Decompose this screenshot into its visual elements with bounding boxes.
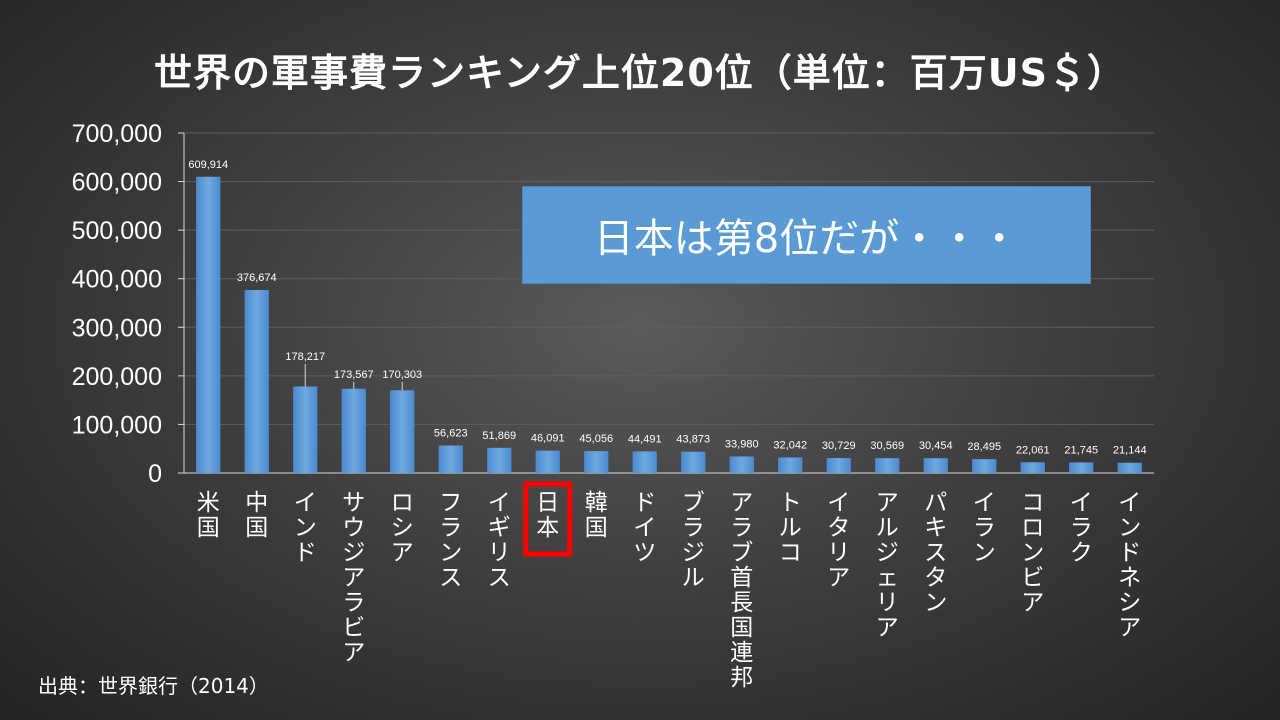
bar: [1020, 462, 1045, 473]
data-label: 45,056: [579, 433, 613, 445]
x-category-label: インドネシア: [1118, 490, 1141, 641]
x-category-label: イギリス: [488, 490, 511, 591]
x-category-label: イタリア: [827, 490, 850, 591]
data-label: 33,980: [725, 438, 759, 450]
x-category-label: 米国: [197, 490, 220, 541]
bar: [875, 458, 900, 473]
bar: [584, 451, 609, 473]
data-label: 21,745: [1064, 444, 1098, 456]
bar: [293, 386, 318, 473]
x-category-label: フランス: [439, 490, 462, 591]
bars: [196, 176, 1142, 474]
x-category-label: サウジアラビア: [342, 490, 365, 666]
data-label: 173,567: [334, 369, 374, 381]
y-tick-label: 500,000: [72, 217, 162, 245]
bar: [390, 390, 415, 473]
x-category-label: パキスタン: [924, 490, 947, 616]
data-label: 46,091: [531, 433, 565, 445]
chart-title: 世界の軍事費ランキング上位20位（単位：百万US＄）: [154, 51, 1126, 95]
bar: [826, 458, 851, 473]
callout-box: 日本は第8位だが・・・: [522, 186, 1091, 284]
source-note: 出典：世界銀行（2014）: [38, 674, 269, 698]
x-category-label: 韓国: [585, 490, 608, 541]
y-tick-label: 200,000: [72, 363, 162, 391]
x-category-label: アルジェリア: [876, 490, 899, 641]
bar: [778, 457, 803, 473]
data-label: 56,623: [434, 427, 468, 439]
x-category-label: イラク: [1070, 490, 1093, 566]
y-axis: 0 100,000 200,000 300,000 400,000 500,000 600,…: [72, 120, 1154, 488]
x-category-label: ドイツ: [633, 490, 656, 566]
x-category-label: トルコ: [779, 490, 802, 566]
bar: [487, 447, 512, 473]
data-label: 30,569: [870, 440, 904, 452]
data-label: 30,729: [822, 440, 856, 452]
data-label: 376,674: [237, 272, 277, 284]
data-label: 21,144: [1113, 445, 1147, 457]
data-label: 30,454: [919, 440, 953, 452]
y-tick-label: 100,000: [72, 411, 162, 439]
data-label: 609,914: [188, 159, 228, 171]
bar: [632, 451, 657, 473]
x-category-label: ブラジル: [682, 490, 705, 591]
data-label: 44,491: [628, 433, 662, 445]
x-category-label: アラブ首長国連邦: [730, 490, 753, 691]
bar: [535, 450, 560, 473]
data-label: 43,873: [676, 434, 710, 446]
x-category-label: ロシア: [391, 490, 414, 566]
bar: [1069, 462, 1094, 473]
y-tick-label: 600,000: [72, 169, 162, 197]
bar: [244, 290, 269, 473]
bar: [341, 388, 366, 473]
highlight-box: [523, 481, 573, 557]
x-category-label: 日本: [536, 490, 559, 541]
x-category-label: イラン: [973, 490, 996, 566]
data-label: 28,495: [967, 441, 1001, 453]
x-category-label: 中国: [245, 490, 268, 541]
y-tick-label: 0: [148, 460, 162, 488]
bar: [1117, 462, 1142, 473]
bar: [196, 176, 221, 474]
y-tick-label: 400,000: [72, 266, 162, 294]
data-labels: 609,914 376,674 178,217 173,567 170,303 56,62…: [188, 159, 1146, 457]
data-label: 170,303: [382, 369, 422, 381]
bar: [972, 459, 997, 473]
x-category-label: コロンビア: [1021, 490, 1044, 616]
y-tick-label: 300,000: [72, 314, 162, 342]
data-label: 178,217: [285, 351, 325, 363]
bar: [681, 451, 706, 473]
x-category-label: インド: [294, 490, 317, 566]
data-label: 32,042: [773, 439, 807, 451]
data-label: 22,061: [1016, 444, 1050, 456]
bar: [923, 458, 948, 473]
grid-lines: [184, 132, 1154, 474]
data-label: 51,869: [482, 430, 516, 442]
y-tick-label: 700,000: [72, 120, 162, 148]
bar: [729, 456, 754, 473]
bar: [438, 445, 463, 473]
